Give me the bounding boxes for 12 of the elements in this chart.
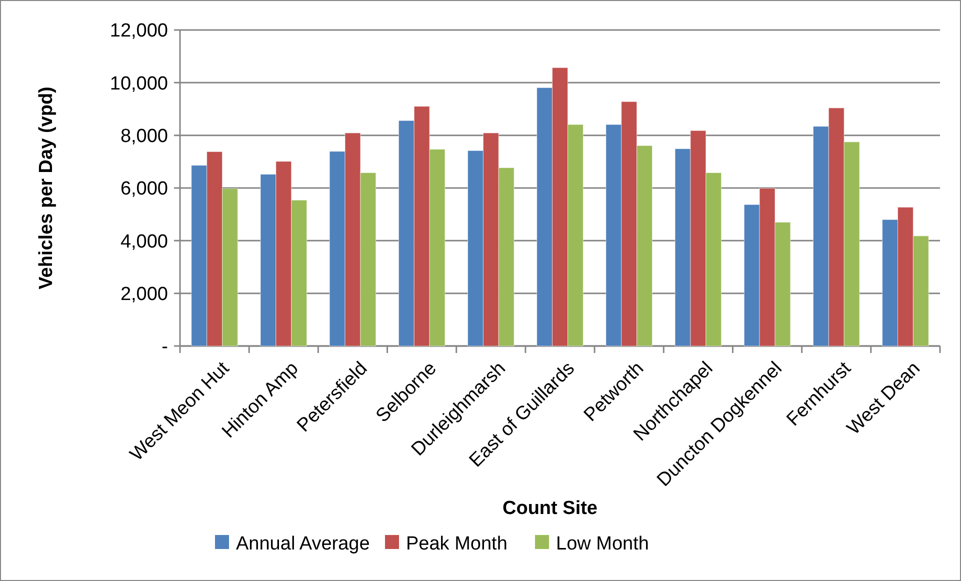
y-tick-label: - — [162, 336, 168, 358]
y-tick-label: 6,000 — [120, 178, 168, 200]
y-axis-title: Vehicles per Day (vpd) — [36, 86, 57, 290]
y-tick-label: 10,000 — [110, 73, 168, 94]
legend-label: Low Month — [556, 534, 649, 555]
legend-label: Annual Average — [236, 534, 370, 555]
y-tick-label: 2,000 — [120, 284, 168, 305]
y-tick-label: 8,000 — [120, 126, 168, 147]
legend-label: Peak Month — [406, 534, 508, 555]
x-axis-title: Count Site — [502, 498, 598, 519]
y-tick-label: 12,000 — [110, 20, 168, 42]
y-tick-label: 4,000 — [120, 231, 168, 252]
